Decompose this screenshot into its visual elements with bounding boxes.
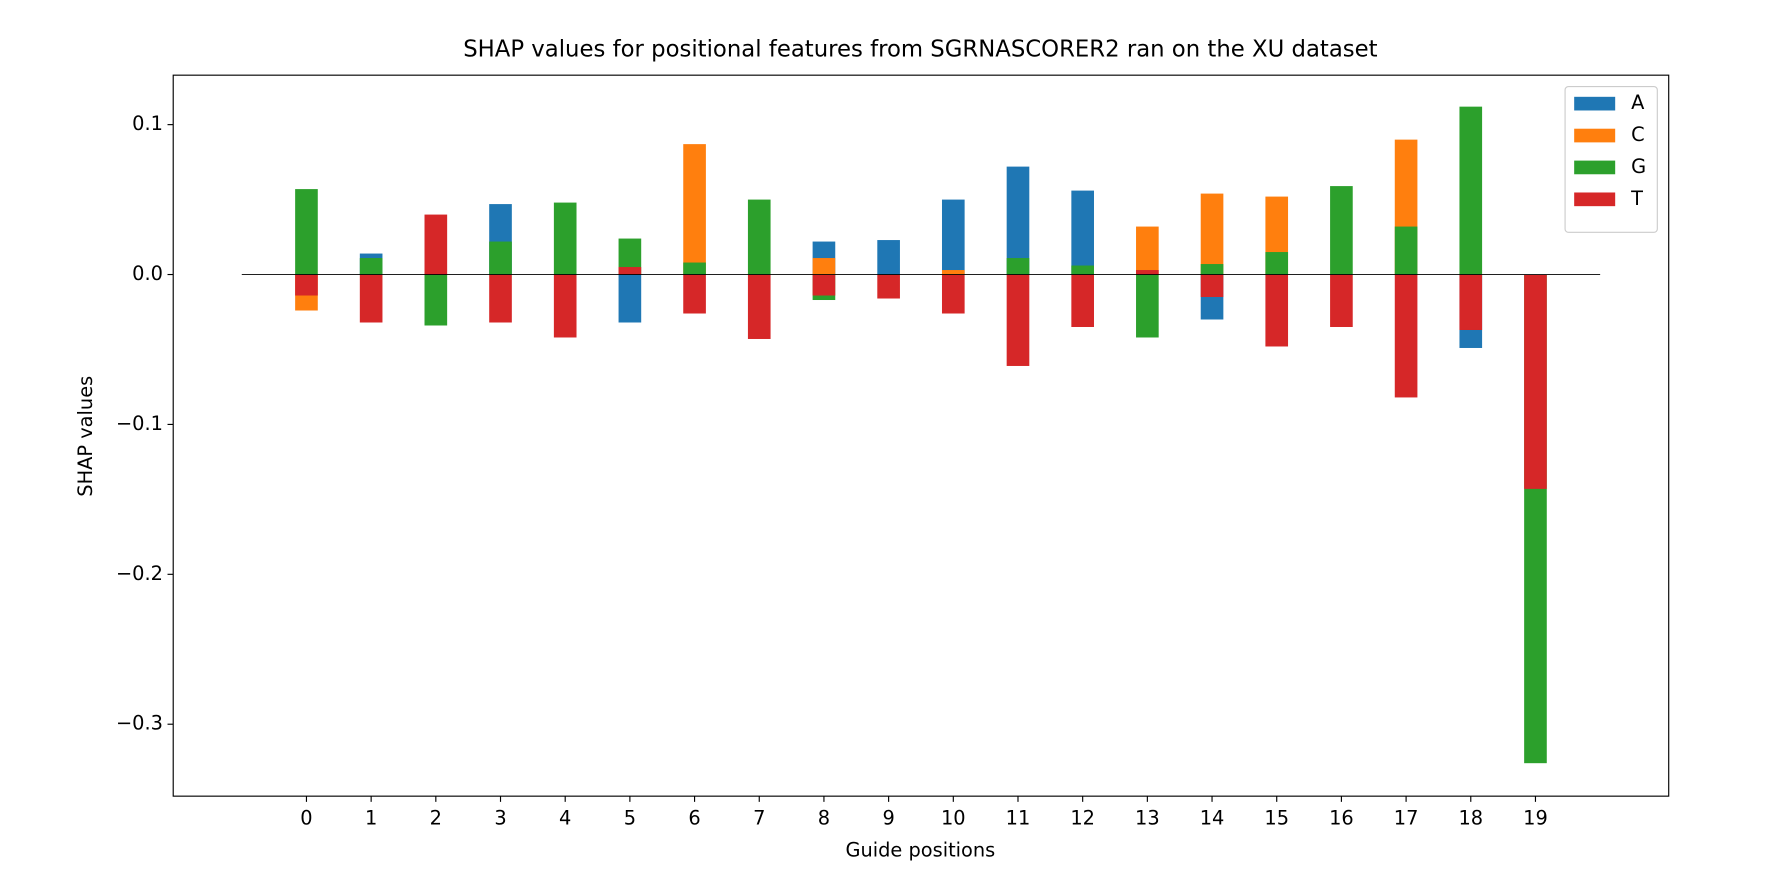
x-tick-label: 11	[1006, 806, 1031, 829]
chart-title: SHAP values for positional features from…	[463, 37, 1377, 63]
bar	[941, 274, 965, 314]
x-tick-label: 17	[1394, 806, 1419, 829]
x-tick-label: 14	[1200, 806, 1225, 829]
bar	[1006, 166, 1030, 275]
bar	[359, 274, 383, 323]
bar	[1136, 270, 1159, 275]
bar	[1071, 274, 1094, 327]
bar	[618, 267, 642, 275]
bar	[941, 270, 965, 275]
y-tick-label: −0.3	[116, 712, 163, 735]
x-tick-label: 10	[941, 806, 966, 829]
bar	[1459, 274, 1483, 330]
x-tick-label: 19	[1523, 806, 1548, 829]
x-tick-label: 6	[688, 806, 700, 829]
y-axis-label: SHAP values	[74, 376, 97, 497]
x-tick-label: 0	[300, 806, 312, 829]
legend-label: C	[1631, 123, 1645, 146]
y-tick-label: 0.0	[132, 262, 163, 285]
bar	[1330, 186, 1353, 275]
bar	[359, 258, 383, 275]
bar	[618, 274, 642, 323]
bar	[1200, 274, 1224, 298]
bar	[1071, 190, 1094, 275]
x-tick-label: 3	[494, 806, 506, 829]
bar	[553, 202, 577, 275]
bar	[1265, 252, 1289, 275]
bar	[1006, 274, 1030, 366]
legend-swatch	[1574, 96, 1616, 111]
bar	[683, 144, 706, 275]
x-tick-label: 18	[1458, 806, 1483, 829]
bar	[941, 199, 965, 275]
x-tick-label: 7	[753, 806, 765, 829]
x-axis-label: Guide positions	[846, 838, 996, 861]
legend-swatch	[1574, 128, 1616, 143]
legend-swatch	[1574, 160, 1616, 175]
y-tick-label: −0.2	[116, 562, 163, 585]
bar	[1265, 274, 1289, 347]
legend-label: G	[1631, 155, 1646, 178]
legend-label: A	[1631, 91, 1645, 114]
bar	[1136, 274, 1159, 338]
bar	[489, 241, 512, 275]
x-tick-label: 16	[1329, 806, 1354, 829]
bar	[489, 274, 512, 323]
bar	[1330, 274, 1353, 327]
y-tick-label: 0.1	[132, 112, 163, 135]
x-tick-label: 15	[1264, 806, 1289, 829]
x-tick-label: 13	[1135, 806, 1160, 829]
x-tick-label: 1	[365, 806, 377, 829]
x-tick-label: 12	[1070, 806, 1095, 829]
x-tick-label: 9	[882, 806, 894, 829]
y-tick-label: −0.1	[116, 412, 163, 435]
bar	[1394, 274, 1418, 398]
bar	[618, 238, 642, 275]
bar	[812, 258, 836, 275]
bar	[747, 274, 771, 339]
bar	[1200, 193, 1224, 275]
bar	[1136, 226, 1159, 275]
bar	[1394, 226, 1418, 275]
bar	[424, 274, 448, 326]
bar	[553, 274, 577, 338]
plot-frame	[172, 74, 1670, 797]
bar	[683, 262, 706, 275]
bar	[877, 240, 900, 275]
bar	[1459, 106, 1483, 275]
x-tick-label: 5	[624, 806, 636, 829]
bar	[683, 274, 706, 314]
x-tick-label: 4	[559, 806, 571, 829]
bar	[812, 274, 836, 296]
bar	[424, 214, 448, 275]
legend-label: T	[1630, 187, 1643, 210]
bar	[1006, 258, 1030, 275]
bar	[295, 274, 318, 296]
bar	[1071, 265, 1094, 275]
x-tick-label: 8	[818, 806, 830, 829]
bar	[295, 189, 318, 275]
bar	[877, 274, 900, 299]
bar	[747, 199, 771, 275]
legend-swatch	[1574, 192, 1616, 207]
bar	[1200, 264, 1224, 275]
x-tick-label: 2	[430, 806, 442, 829]
bar	[1524, 274, 1547, 489]
